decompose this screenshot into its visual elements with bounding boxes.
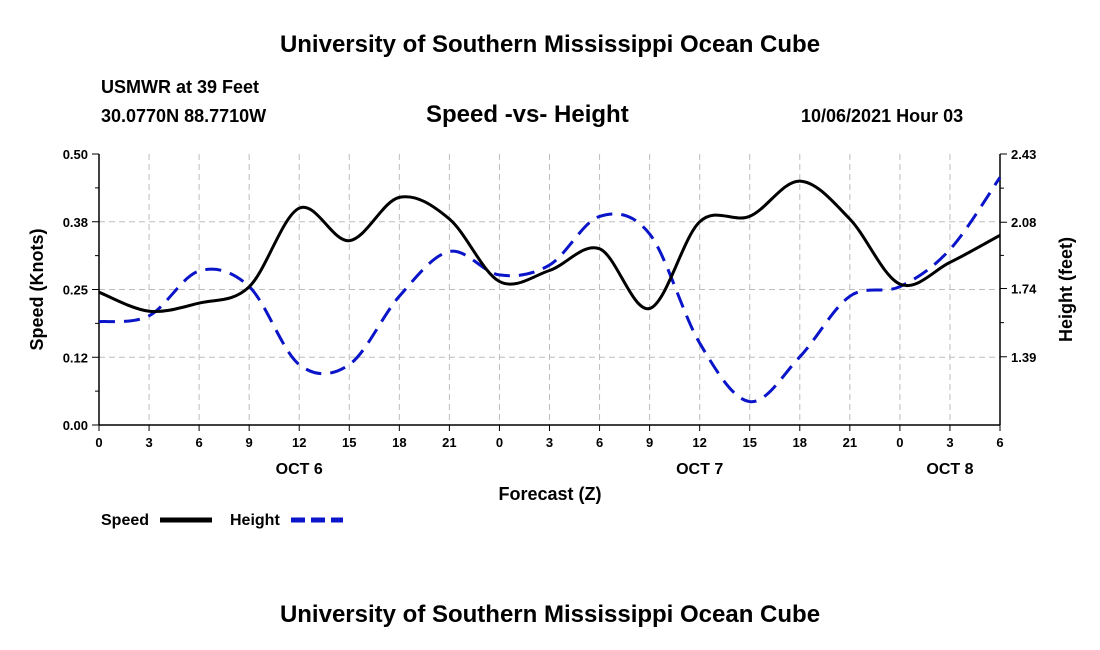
station-label: USMWR at 39 Feet [101,77,260,97]
y-left-axis-label: Speed (Knots) [27,228,47,350]
x-tick-label: 21 [442,435,456,450]
coordinates-label: 30.0770N 88.7710W [101,106,267,126]
x-tick-label: 18 [392,435,406,450]
y-right-tick-label: 2.43 [1011,147,1036,162]
y-left-tick-label: 0.38 [63,215,88,230]
x-tick-label: 6 [195,435,202,450]
x-tick-label: 21 [843,435,857,450]
x-tick-label: 6 [596,435,603,450]
y-right-tick-label: 1.74 [1011,282,1037,297]
x-tick-label: 3 [946,435,953,450]
x-tick-label: 18 [793,435,807,450]
speed-series-line [98,179,1001,314]
x-tick-label: 12 [692,435,706,450]
date-label: OCT 7 [676,461,723,478]
x-tick-label: 0 [896,435,903,450]
x-tick-label: 12 [292,435,306,450]
x-tick-label: 0 [496,435,503,450]
chart-title: Speed -vs- Height [426,101,629,128]
x-tick-label: 15 [742,435,756,450]
x-tick-label: 3 [546,435,553,450]
legend-label-speed: Speed [101,512,149,529]
x-tick-label: 9 [646,435,653,450]
x-axis-label: Forecast (Z) [498,484,601,504]
x-tick-label: 6 [996,435,1003,450]
y-right-tick-label: 1.39 [1011,350,1036,365]
bottom-title: University of Southern Mississippi Ocean… [279,601,821,628]
y-left-tick-label: 0.50 [63,147,88,162]
date-label: OCT 6 [276,461,323,478]
legend-label-height: Height [230,512,280,529]
y-right-tick-label: 2.08 [1011,215,1036,230]
height-series-line [98,176,1002,404]
y-left-tick-label: 0.00 [63,418,88,433]
datetime-label: 10/06/2021 Hour 03 [801,106,964,126]
x-tick-label: 3 [145,435,152,450]
y-right-axis-label: Height (feet) [1056,237,1076,342]
date-label: OCT 8 [926,461,973,478]
x-tick-label: 0 [95,435,102,450]
y-left-tick-label: 0.25 [63,283,88,298]
x-tick-label: 9 [246,435,253,450]
top-title: University of Southern Mississippi Ocean… [279,31,821,58]
y-left-tick-label: 0.12 [63,350,88,365]
x-tick-label: 15 [342,435,356,450]
